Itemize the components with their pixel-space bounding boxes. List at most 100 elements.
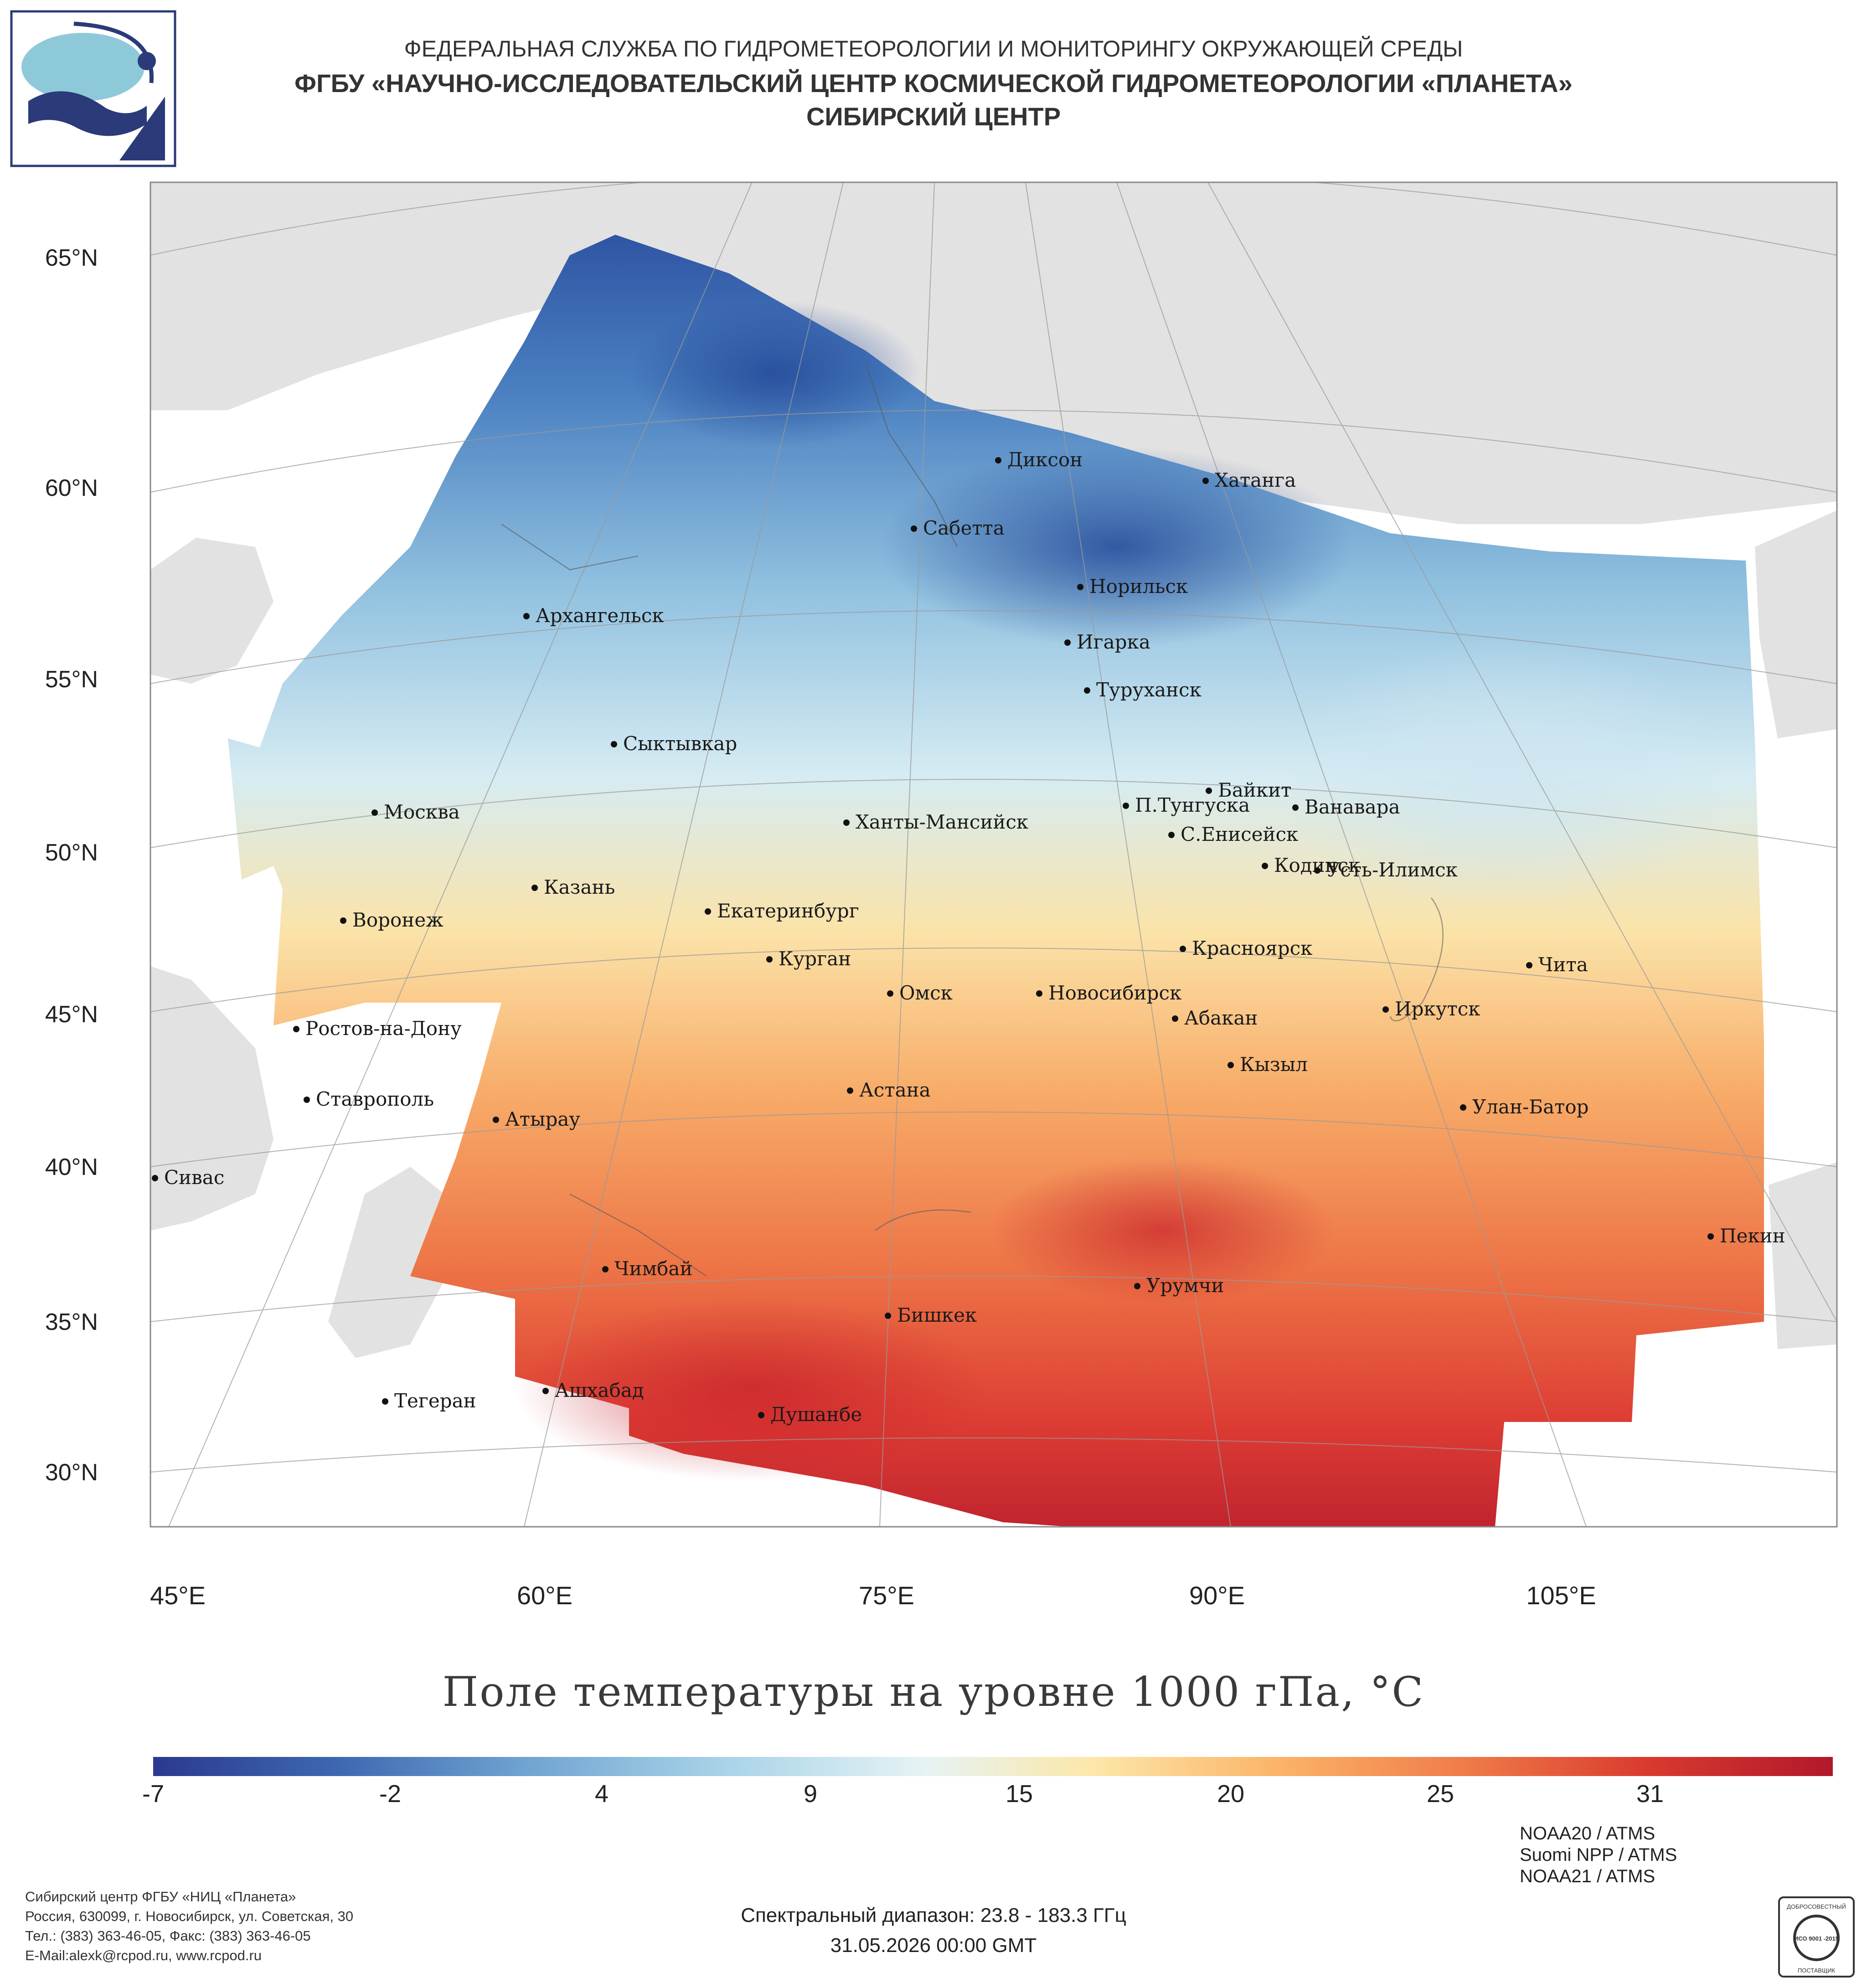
- city-label: Ашхабад: [555, 1379, 644, 1401]
- city-label: Казань: [544, 876, 615, 898]
- city-dot: [1123, 803, 1129, 809]
- city-label: Москва: [384, 801, 460, 823]
- city-dot: [1227, 1062, 1234, 1068]
- spectral-range: Спектральный диапазон: 23.8 - 183.3 ГГц: [741, 1904, 1126, 1926]
- city-dot: [1036, 990, 1042, 997]
- lat-label: 60°N: [45, 475, 98, 501]
- lat-label: 65°N: [45, 245, 98, 271]
- city-dot: [758, 1412, 764, 1418]
- city-dot: [523, 613, 530, 619]
- city-dot: [1707, 1233, 1714, 1240]
- city-dot: [1460, 1104, 1466, 1111]
- city-label: Омск: [899, 982, 953, 1004]
- city-label: Воронеж: [352, 909, 444, 931]
- city-dot: [885, 1313, 891, 1319]
- colorbar-tick-label: 25: [1426, 1780, 1454, 1808]
- colorbar-tick-label: 9: [803, 1780, 818, 1808]
- city-label: Байкит: [1218, 779, 1291, 801]
- city-dot: [1064, 639, 1071, 646]
- city-label: Астана: [859, 1079, 931, 1101]
- lon-label: 45°E: [150, 1581, 206, 1610]
- europe-land: [150, 538, 273, 684]
- org-name: Сибирский центр ФГБУ «НИЦ «Планета»: [25, 1889, 296, 1905]
- colorbar-tick-label: -7: [142, 1780, 165, 1808]
- city-dot: [766, 956, 773, 963]
- city-label: Диксон: [1007, 448, 1083, 471]
- city-label: Курган: [779, 948, 851, 970]
- city-label: Ставрополь: [316, 1088, 434, 1110]
- city-dot: [1262, 863, 1268, 869]
- satellite-item: NOAA20 / ATMS: [1520, 1823, 1656, 1844]
- org-address: Россия, 630099, г. Новосибирск, ул. Сове…: [25, 1908, 354, 1924]
- lon-label: 105°E: [1526, 1581, 1596, 1610]
- city-dot: [1134, 1283, 1140, 1289]
- lat-label: 40°N: [45, 1154, 98, 1180]
- lat-label: 35°N: [45, 1309, 98, 1335]
- city-dot: [340, 917, 346, 924]
- coastlines: [501, 364, 1444, 1277]
- city-dot: [531, 885, 538, 891]
- colorbar-tick-label: 4: [594, 1780, 609, 1808]
- city-label: Екатеринбург: [717, 900, 859, 922]
- colorbar-tick-label: 20: [1217, 1780, 1245, 1808]
- iso-badge: ДОБРОСОВЕСТНЫЙ ИСО 9001 -2015 ПОСТАВЩИК: [1778, 1896, 1855, 1978]
- organization-contacts: Сибирский центр ФГБУ «НИЦ «Планета» Росс…: [25, 1887, 353, 1965]
- city-dot: [1382, 1006, 1389, 1013]
- hot-spot-south: [515, 1299, 989, 1481]
- south-land: [150, 966, 273, 1231]
- satellite-item: Suomi NPP / ATMS: [1520, 1845, 1677, 1865]
- city-dot: [1202, 478, 1209, 484]
- city-label: Норильск: [1089, 575, 1188, 597]
- city-label: П.Тунгуска: [1135, 794, 1250, 816]
- observation-datetime: 31.05.2026 00:00 GMT: [830, 1934, 1037, 1957]
- product-info: Спектральный диапазон: 23.8 - 183.3 ГГц …: [0, 1900, 1867, 1961]
- city-dot: [304, 1097, 310, 1103]
- city-label: Ростов-на-Дону: [305, 1017, 462, 1040]
- city-label: Бишкек: [897, 1304, 977, 1326]
- latitude-labels: 65°N 60°N 55°N 50°N 45°N 40°N 35°N 30°N: [45, 245, 98, 1486]
- org-email: E-Mail:alexk@rcpod.ru, www.rcpod.ru: [25, 1947, 262, 1963]
- city-label: Улан-Батор: [1472, 1096, 1589, 1118]
- city-dot: [1314, 867, 1320, 874]
- satellite-list: NOAA20 / ATMS Suomi NPP / ATMS NOAA21 / …: [1520, 1823, 1677, 1887]
- city-dot: [382, 1398, 388, 1405]
- city-label: Сабетта: [923, 517, 1005, 539]
- city-dot: [995, 457, 1001, 464]
- east-land: [1755, 510, 1837, 738]
- city-dot: [843, 819, 850, 826]
- lat-label: 50°N: [45, 839, 98, 866]
- lon-label: 60°E: [517, 1581, 572, 1610]
- city-label: Душанбе: [770, 1403, 862, 1426]
- caspian-land: [328, 1167, 456, 1358]
- light-region-east: [1276, 638, 1732, 912]
- city-dot: [1526, 962, 1532, 968]
- city-label: Красноярск: [1192, 937, 1312, 959]
- colorbar-tick-label: -2: [379, 1780, 402, 1808]
- city-label: Тегеран: [394, 1390, 476, 1412]
- city-dot: [1077, 584, 1083, 590]
- iso-bottom-text: ПОСТАВЩИК: [1798, 1967, 1836, 1974]
- city-label: Усть-Илимск: [1326, 859, 1458, 881]
- lat-label: 45°N: [45, 1001, 98, 1028]
- colorbar-tick-label: 15: [1005, 1780, 1033, 1808]
- city-dot: [1180, 946, 1186, 952]
- city-dot: [542, 1388, 549, 1394]
- city-dot: [887, 990, 893, 997]
- iso-top-text: ДОБРОСОВЕСТНЫЙ: [1787, 1903, 1846, 1910]
- hot-spot-urumqi: [989, 1158, 1336, 1303]
- city-label: Иркутск: [1395, 998, 1480, 1020]
- map-title: Поле температуры на уровне 1000 гПа, °C: [442, 1668, 1425, 1716]
- lat-label: 30°N: [45, 1459, 98, 1486]
- temperature-field: [228, 235, 1764, 1527]
- city-label: Чита: [1538, 953, 1588, 976]
- city-label: Атырау: [505, 1108, 580, 1130]
- longitude-labels: 45°E 60°E 75°E 90°E 105°E: [150, 1581, 1596, 1610]
- city-label: Чимбай: [614, 1257, 692, 1280]
- header-branch: СИБИРСКИЙ ЦЕНТР: [806, 102, 1061, 131]
- city-dot: [1168, 832, 1175, 838]
- city-label: Игарка: [1077, 631, 1150, 653]
- city-dot: [1084, 687, 1090, 694]
- city-label: Ванавара: [1305, 796, 1400, 818]
- planeta-logo: [10, 10, 176, 167]
